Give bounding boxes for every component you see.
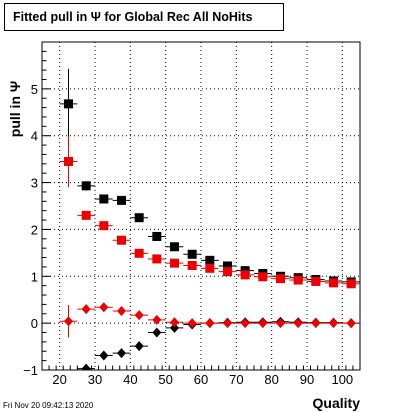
data-point [205,263,215,273]
data-point [311,318,321,329]
data-point [223,261,232,271]
data-point [81,363,91,370]
data-point [152,254,162,264]
data-point [117,235,126,245]
x-tick-label: 70 [229,372,243,387]
x-tick-label: 30 [88,372,102,387]
data-point [170,242,179,252]
data-point [187,261,197,271]
x-tick-label: 90 [300,372,314,387]
data-point [276,274,285,284]
data-point [329,318,338,329]
timestamp: Fri Nov 20 09:42:13 2020 [3,401,94,410]
data-point [64,99,73,109]
data-point [64,156,73,166]
data-point [117,348,126,359]
data-point [99,221,109,231]
data-point [311,276,321,286]
data-point [240,270,250,280]
data-point [329,278,338,288]
y-tick-label: 5 [31,82,38,97]
chart-title-box: Fitted pull in Ψ for Global Rec All NoHi… [4,3,284,31]
data-point [258,272,268,282]
data-point [99,350,109,361]
data-point [152,314,162,325]
data-point [134,248,144,258]
data-point [152,327,162,338]
data-point [293,275,303,285]
x-tick-label: 20 [52,372,66,387]
data-point [205,255,215,265]
data-point [187,249,197,259]
data-point [276,318,285,329]
y-tick-label: 3 [31,176,38,191]
data-point [223,267,232,277]
y-tick-label: 0 [31,316,38,331]
data-point [81,304,91,315]
x-tick-label: 60 [194,372,208,387]
data-point [346,318,356,329]
series-2 [59,135,360,289]
y-axis-title-text: pull in Ψ [7,80,23,138]
y-axis-title: pull in Ψ [1,76,29,142]
chart-title: Fitted pull in Ψ for Global Rec All NoHi… [13,10,253,24]
data-point [223,318,232,329]
x-axis-title: Quality [312,395,360,411]
data-point [170,322,179,333]
data-point [134,310,144,321]
data-point [117,195,126,205]
y-tick-label: −1 [23,363,38,378]
data-point [81,181,91,191]
data-point [346,279,356,289]
y-tick-label: 1 [31,269,38,284]
data-point [258,318,268,329]
grid-lines [42,42,360,371]
x-tick-label: 40 [123,372,137,387]
data-point [81,210,91,220]
data-point [187,318,197,329]
x-tick-label: 50 [158,372,172,387]
x-tick-label: 80 [264,372,278,387]
y-tick-label: 4 [31,129,38,144]
y-tick-label: 2 [31,222,38,237]
plot-frame [41,41,361,371]
series-group [59,68,360,370]
data-point [240,318,250,329]
x-tick-label: 100 [331,372,353,387]
data-point [170,317,179,328]
series-1 [59,68,360,287]
data-points [59,68,360,370]
data-point [170,258,179,268]
series-4 [59,302,360,338]
data-point [293,318,303,329]
data-point [99,302,109,313]
data-point [99,194,109,204]
data-point [64,316,73,327]
data-point [134,213,144,223]
axes: 20 30 40 50 60 70 80 90 100 −1 0 1 2 3 4 5 [23,41,361,387]
data-point [134,341,144,352]
data-point [117,305,126,316]
data-point [205,318,215,329]
data-point [152,231,162,241]
